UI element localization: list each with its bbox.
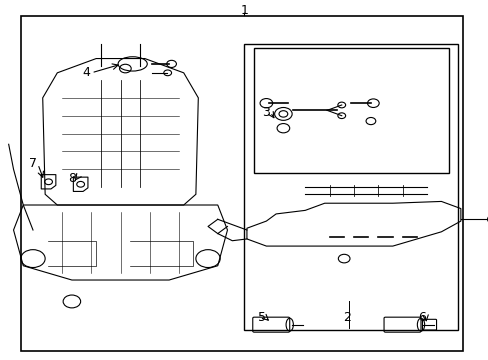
Text: 2: 2 [342,311,350,324]
Text: 6: 6 [417,311,425,324]
Text: 4: 4 [82,66,90,79]
Bar [254,48,448,173]
Bar [244,44,458,330]
Text: 3: 3 [262,105,270,119]
Text: 1: 1 [240,4,248,17]
Text: 8: 8 [68,172,76,185]
Text: 5: 5 [257,311,265,324]
Text: 7: 7 [29,157,37,170]
